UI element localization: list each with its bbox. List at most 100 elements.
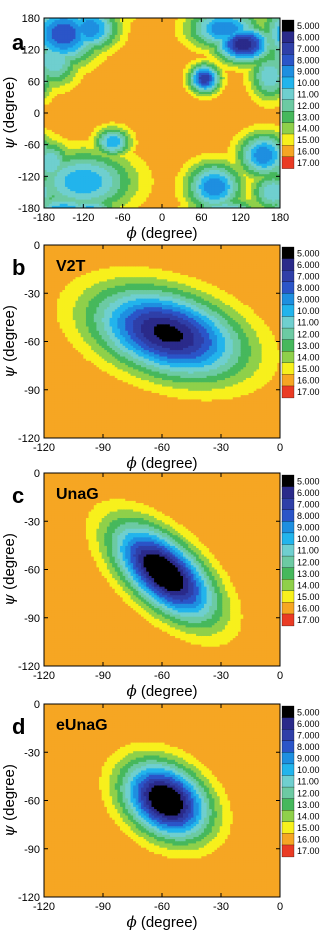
energy-cell [146, 85, 150, 89]
energy-cell [80, 91, 84, 95]
energy-cell [62, 197, 66, 201]
energy-cell [125, 62, 129, 66]
energy-cell [93, 193, 98, 196]
energy-cell [127, 68, 132, 72]
energy-cell [109, 121, 113, 125]
energy-cell [104, 117, 108, 120]
energy-cell [151, 172, 155, 175]
energy-cell [175, 110, 179, 114]
energy-cell [93, 66, 98, 70]
energy-cell [46, 189, 50, 192]
energy-cell [78, 79, 82, 82]
energy-cell [180, 110, 184, 114]
energy-cell [104, 189, 108, 192]
energy-cell [88, 115, 92, 118]
energy-cell [112, 45, 116, 49]
energy-cell [159, 157, 163, 161]
energy-cell [122, 155, 126, 158]
energy-cell [49, 70, 53, 74]
energy-cell [64, 136, 69, 139]
energy-cell [133, 140, 137, 144]
energy-cell [167, 180, 171, 184]
energy-cell [59, 142, 63, 146]
energy-cell [164, 18, 168, 21]
energy-cell [151, 26, 155, 30]
energy-cell [109, 22, 113, 25]
energy-cell [188, 96, 192, 99]
energy-cell [57, 203, 61, 207]
energy-cell [117, 77, 121, 80]
energy-cell [175, 127, 179, 131]
energy-cell [78, 186, 82, 190]
energy-cell [125, 186, 129, 190]
energy-cell [114, 205, 119, 208]
energy-cell [72, 182, 77, 186]
energy-cell [143, 62, 147, 66]
energy-cell [51, 60, 56, 63]
energy-cell [180, 148, 184, 152]
energy-cell [75, 32, 79, 36]
energy-cell [109, 182, 113, 186]
energy-cell [159, 64, 163, 68]
energy-cell [177, 37, 181, 40]
energy-cell [180, 79, 184, 82]
energy-cell [135, 32, 139, 36]
energy-cell [169, 123, 174, 127]
energy-cell [135, 170, 139, 173]
energy-cell [62, 91, 66, 95]
energy-cell [83, 37, 87, 40]
energy-cell [135, 144, 139, 148]
energy-cell [62, 205, 66, 208]
energy-cell [46, 129, 50, 133]
energy-cell [172, 167, 176, 171]
energy-cell [44, 129, 48, 133]
energy-cell [141, 170, 145, 173]
energy-cell [96, 70, 100, 74]
energy-cell [57, 94, 61, 97]
energy-cell [175, 134, 179, 137]
energy-cell [62, 28, 66, 32]
energy-cell [57, 108, 61, 112]
energy-cell [62, 161, 66, 165]
energy-cell [75, 132, 79, 135]
energy-cell [109, 96, 113, 99]
energy-cell [127, 28, 132, 32]
energy-cell [62, 153, 66, 156]
energy-cell [46, 180, 50, 184]
energy-cell [75, 184, 79, 188]
energy-cell [59, 193, 63, 196]
energy-cell [151, 178, 155, 182]
energy-cell [88, 110, 92, 114]
energy-cell [182, 81, 187, 85]
energy-cell [146, 180, 150, 184]
energy-cell [180, 157, 184, 161]
energy-cell [101, 189, 105, 192]
energy-cell [175, 51, 179, 55]
energy-cell [120, 201, 124, 205]
energy-cell [54, 110, 58, 114]
energy-cell [138, 127, 142, 131]
energy-cell [51, 123, 56, 127]
energy-cell [96, 96, 100, 99]
energy-cell [78, 119, 82, 123]
energy-cell [133, 87, 137, 91]
energy-cell [44, 75, 48, 78]
energy-cell [51, 138, 56, 142]
energy-cell [64, 70, 69, 74]
energy-cell [91, 119, 95, 123]
energy-cell [135, 132, 139, 135]
energy-cell [104, 43, 108, 47]
energy-cell [122, 79, 126, 82]
energy-cell [167, 18, 171, 21]
energy-cell [164, 125, 168, 129]
energy-cell [80, 132, 84, 135]
energy-cell [159, 201, 163, 205]
energy-cell [59, 104, 63, 108]
energy-cell [175, 129, 179, 133]
energy-cell [114, 108, 119, 112]
energy-cell [83, 136, 87, 139]
energy-cell [106, 201, 111, 205]
energy-cell [143, 56, 147, 59]
energy-cell [112, 24, 116, 28]
energy-cell [91, 184, 95, 188]
